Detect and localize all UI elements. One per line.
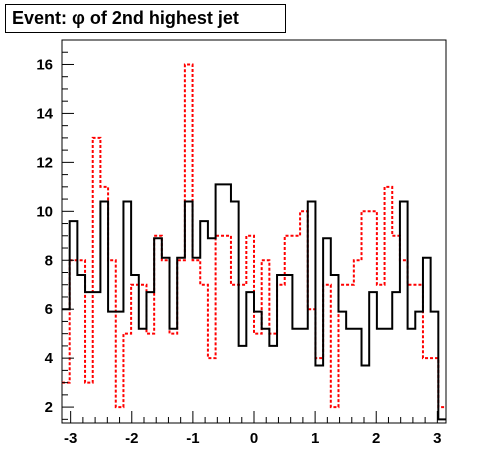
- x-tick-label: 3: [433, 430, 441, 447]
- series-red-dashed-histogram: [62, 63, 446, 409]
- series-layer: [62, 63, 446, 421]
- y-tick-label: 14: [36, 105, 53, 122]
- y-tick-label: 2: [45, 399, 53, 416]
- chart-title: Event: φ of 2nd highest jet: [5, 4, 286, 33]
- x-tick-label: 1: [311, 430, 319, 447]
- y-tick-label: 6: [45, 301, 53, 318]
- y-tick-label: 10: [36, 203, 53, 220]
- x-tick-label: 2: [372, 430, 380, 447]
- y-tick-label: 16: [36, 56, 53, 73]
- x-tick-label: 0: [250, 430, 258, 447]
- x-tick-label: -2: [125, 430, 138, 447]
- plot-frame: [61, 39, 447, 424]
- x-tick-label: -1: [186, 430, 199, 447]
- y-tick-label: 4: [45, 350, 54, 367]
- y-tick-label: 8: [45, 252, 53, 269]
- y-tick-label: 12: [36, 154, 53, 171]
- series-black-histogram: [62, 183, 446, 421]
- x-tick-label: -3: [64, 430, 77, 447]
